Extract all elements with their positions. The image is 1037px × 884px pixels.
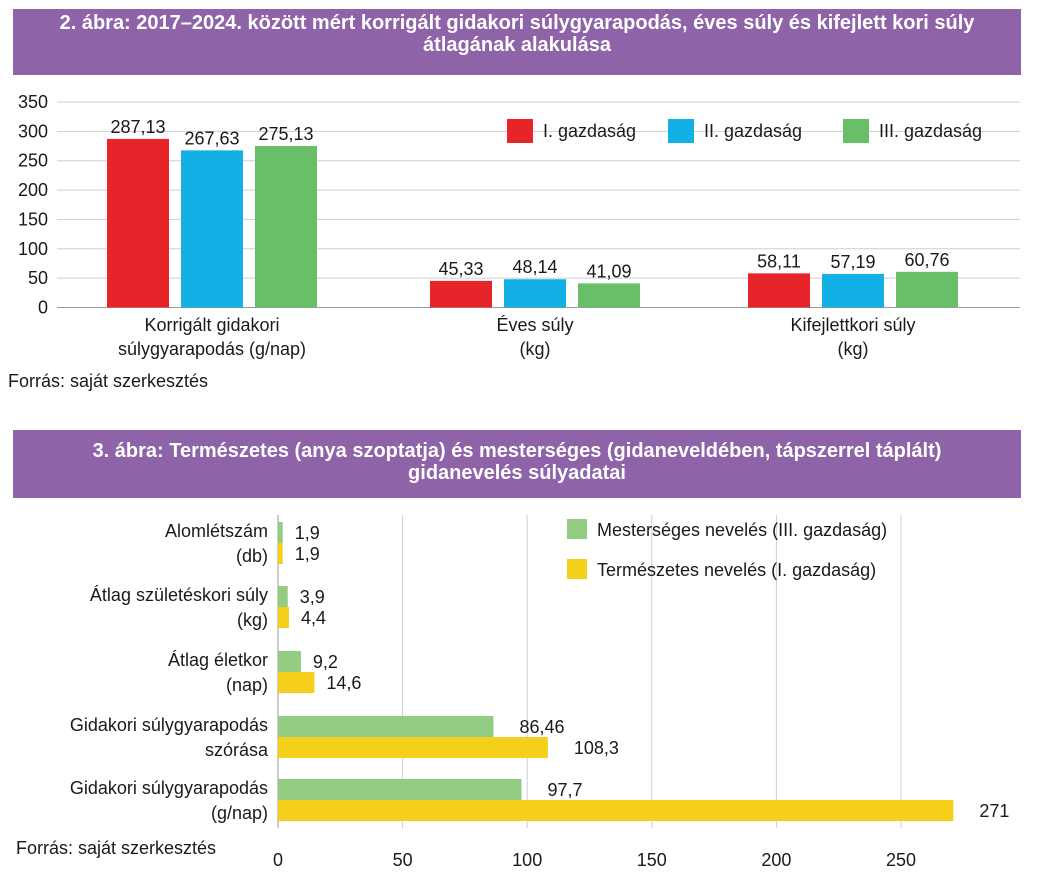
bar	[748, 273, 810, 308]
data-label: 57,19	[830, 252, 875, 272]
bar	[896, 271, 958, 308]
legend-label: Mesterséges nevelés (III. gazdaság)	[597, 520, 887, 540]
data-label: 60,76	[904, 250, 949, 270]
y-tick-label: 0	[38, 298, 48, 318]
data-label: 275,13	[258, 124, 313, 144]
data-label: 48,14	[512, 257, 557, 277]
data-label: 97,7	[547, 780, 582, 800]
legend-label: III. gazdaság	[879, 121, 982, 141]
legend-swatch	[567, 559, 587, 579]
data-label: 9,2	[313, 652, 338, 672]
legend-swatch	[668, 119, 694, 143]
data-label: 267,63	[184, 128, 239, 148]
y-tick-label: 350	[18, 92, 48, 112]
data-label: 271	[979, 801, 1009, 821]
category-label: Átlag életkor	[168, 650, 268, 670]
figure2-chart: 0 50 100 150 200 250 300 350 287,13 45,33 58,11 267…	[18, 92, 1020, 359]
bar	[278, 800, 954, 821]
category-label: Korrigált gidakori	[144, 315, 279, 335]
bar	[278, 672, 315, 693]
bar	[278, 651, 301, 672]
legend-label: II. gazdaság	[704, 121, 802, 141]
data-label: 1,9	[295, 544, 320, 564]
bar	[430, 280, 492, 308]
y-tick-label: 300	[18, 121, 48, 141]
legend-swatch	[567, 519, 587, 539]
bar	[822, 273, 884, 308]
data-label: 287,13	[110, 117, 165, 137]
figure2-title-line1: 2. ábra: 2017–2024. között mért korrigál…	[59, 12, 975, 34]
bar	[278, 522, 283, 543]
bar	[278, 543, 283, 564]
figure2-title-banner: 2. ábra: 2017–2024. között mért korrigál…	[13, 9, 1021, 75]
data-label: 3,9	[300, 587, 325, 607]
x-tick-label: 200	[761, 850, 791, 870]
x-tick-label: 250	[886, 850, 916, 870]
figure3-title-line1: 3. ábra: Természetes (anya szoptatja) és…	[92, 440, 942, 462]
category-label: Éves súly	[496, 315, 573, 335]
legend-label: Természetes nevelés (I. gazdaság)	[597, 560, 876, 580]
figure3-title-banner: 3. ábra: Természetes (anya szoptatja) és…	[13, 430, 1021, 498]
bar	[278, 779, 522, 800]
data-label: 45,33	[438, 259, 483, 279]
data-label: 14,6	[326, 673, 361, 693]
y-tick-label: 50	[28, 268, 48, 288]
y-tick-label: 250	[18, 151, 48, 171]
data-label: 1,9	[295, 523, 320, 543]
bar	[107, 138, 169, 308]
data-label: 4,4	[301, 608, 326, 628]
data-label: 58,11	[757, 251, 801, 271]
y-tick-label: 200	[18, 180, 48, 200]
figure3-title-line2: gidanevelés súlyadatai	[408, 462, 626, 484]
x-tick-label: 0	[273, 850, 283, 870]
data-label: 41,09	[586, 261, 631, 281]
legend-label: I. gazdaság	[543, 121, 636, 141]
data-label: 108,3	[574, 738, 619, 758]
category-label: Alomlétszám	[165, 521, 268, 541]
category-label: Gidakori súlygyarapodás	[70, 715, 268, 735]
category-label: súlygyarapodás (g/nap)	[118, 339, 306, 359]
category-label: (kg)	[237, 610, 268, 630]
category-label: Gidakori súlygyarapodás	[70, 778, 268, 798]
x-tick-label: 50	[393, 850, 413, 870]
figure2-source: Forrás: saját szerkesztés	[8, 371, 209, 391]
y-tick-label: 100	[18, 239, 48, 259]
category-label: Kifejlettkori súly	[790, 315, 915, 335]
legend-swatch	[843, 119, 869, 143]
bar	[578, 283, 640, 308]
x-tick-label: 100	[512, 850, 542, 870]
bar	[181, 150, 243, 308]
x-tick-label: 150	[637, 850, 667, 870]
category-label: Átlag születéskori súly	[90, 585, 268, 605]
bar	[504, 279, 566, 308]
category-label: (kg)	[520, 339, 551, 359]
bar	[278, 716, 494, 737]
bar	[255, 145, 317, 308]
data-label: 86,46	[519, 717, 564, 737]
figure3-source: Forrás: saját szerkesztés	[16, 838, 217, 858]
category-label: (nap)	[226, 675, 268, 695]
category-label: szórása	[205, 740, 269, 760]
bar	[278, 737, 548, 758]
figure2-title-line2: átlagának alakulása	[423, 34, 611, 56]
bar	[278, 586, 288, 607]
legend-swatch	[507, 119, 533, 143]
category-label: (db)	[236, 546, 268, 566]
y-tick-label: 150	[18, 209, 48, 229]
category-label: (kg)	[838, 339, 869, 359]
bar	[278, 607, 289, 628]
category-label: (g/nap)	[211, 803, 268, 823]
